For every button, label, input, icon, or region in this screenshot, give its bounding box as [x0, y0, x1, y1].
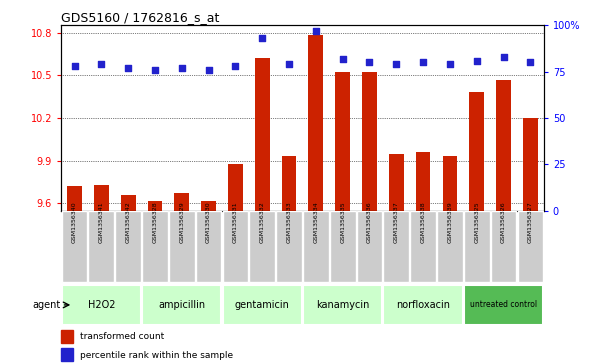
FancyBboxPatch shape: [222, 211, 248, 282]
FancyBboxPatch shape: [357, 211, 382, 282]
Bar: [442, 156, 457, 211]
FancyBboxPatch shape: [142, 285, 221, 325]
Text: GSM1356340: GSM1356340: [72, 201, 77, 243]
Bar: [389, 154, 404, 211]
FancyBboxPatch shape: [142, 211, 168, 282]
Text: GSM1356334: GSM1356334: [313, 201, 318, 243]
Point: [418, 60, 428, 65]
Point: [499, 54, 508, 60]
FancyBboxPatch shape: [303, 285, 382, 325]
Point: [123, 65, 133, 71]
FancyBboxPatch shape: [222, 285, 302, 325]
Bar: [67, 186, 82, 211]
FancyBboxPatch shape: [115, 211, 141, 282]
Point: [472, 58, 481, 64]
Point: [311, 28, 321, 34]
Bar: [94, 185, 109, 211]
FancyBboxPatch shape: [491, 211, 516, 282]
FancyBboxPatch shape: [518, 211, 543, 282]
Bar: [228, 164, 243, 211]
Point: [230, 63, 240, 69]
Text: H2O2: H2O2: [87, 300, 115, 310]
Point: [97, 61, 106, 67]
Text: GSM1356327: GSM1356327: [528, 201, 533, 243]
FancyBboxPatch shape: [384, 211, 409, 282]
Text: GSM1356333: GSM1356333: [287, 201, 291, 243]
Text: GSM1356342: GSM1356342: [126, 201, 131, 243]
Text: GSM1356326: GSM1356326: [501, 201, 506, 243]
Bar: [201, 201, 216, 211]
FancyBboxPatch shape: [464, 285, 543, 325]
Point: [525, 60, 535, 65]
Text: kanamycin: kanamycin: [316, 300, 370, 310]
Bar: [496, 79, 511, 211]
Point: [150, 67, 160, 73]
FancyBboxPatch shape: [330, 211, 356, 282]
Bar: [282, 156, 296, 211]
Text: GSM1356337: GSM1356337: [394, 201, 399, 243]
FancyBboxPatch shape: [196, 211, 221, 282]
Text: GSM1356330: GSM1356330: [206, 201, 211, 243]
Point: [203, 67, 213, 73]
Text: transformed count: transformed count: [81, 333, 164, 341]
Text: GSM1356341: GSM1356341: [99, 201, 104, 243]
Point: [445, 61, 455, 67]
Bar: [61, 330, 73, 343]
Bar: [523, 118, 538, 211]
Text: GSM1356335: GSM1356335: [340, 201, 345, 243]
Bar: [148, 201, 163, 211]
FancyBboxPatch shape: [464, 211, 489, 282]
Bar: [121, 195, 136, 211]
Text: agent: agent: [33, 300, 61, 310]
FancyBboxPatch shape: [62, 285, 141, 325]
Point: [177, 65, 187, 71]
Bar: [469, 92, 484, 211]
Text: ampicillin: ampicillin: [158, 300, 205, 310]
Point: [284, 61, 294, 67]
Text: GSM1356325: GSM1356325: [474, 201, 479, 243]
Point: [70, 63, 79, 69]
FancyBboxPatch shape: [437, 211, 463, 282]
Text: GSM1356336: GSM1356336: [367, 201, 372, 243]
Text: untreated control: untreated control: [470, 301, 537, 309]
Text: GSM1356331: GSM1356331: [233, 201, 238, 243]
Text: percentile rank within the sample: percentile rank within the sample: [81, 351, 233, 359]
Point: [257, 36, 267, 41]
FancyBboxPatch shape: [276, 211, 302, 282]
Bar: [335, 72, 350, 211]
Text: GDS5160 / 1762816_s_at: GDS5160 / 1762816_s_at: [61, 11, 219, 24]
Text: GSM1356329: GSM1356329: [179, 201, 185, 243]
Bar: [255, 58, 269, 211]
FancyBboxPatch shape: [89, 211, 114, 282]
Bar: [61, 348, 73, 361]
Point: [392, 61, 401, 67]
Text: GSM1356332: GSM1356332: [260, 201, 265, 243]
FancyBboxPatch shape: [410, 211, 436, 282]
Point: [338, 56, 348, 62]
Bar: [362, 72, 377, 211]
FancyBboxPatch shape: [303, 211, 329, 282]
FancyBboxPatch shape: [169, 211, 195, 282]
Bar: [415, 152, 431, 211]
FancyBboxPatch shape: [384, 285, 463, 325]
Bar: [309, 35, 323, 211]
Text: norfloxacin: norfloxacin: [396, 300, 450, 310]
Point: [365, 60, 375, 65]
FancyBboxPatch shape: [62, 211, 87, 282]
FancyBboxPatch shape: [249, 211, 275, 282]
Bar: [174, 193, 189, 211]
Text: GSM1356339: GSM1356339: [447, 201, 452, 243]
Text: gentamicin: gentamicin: [235, 300, 290, 310]
Text: GSM1356338: GSM1356338: [420, 201, 426, 243]
Text: GSM1356328: GSM1356328: [153, 201, 158, 243]
